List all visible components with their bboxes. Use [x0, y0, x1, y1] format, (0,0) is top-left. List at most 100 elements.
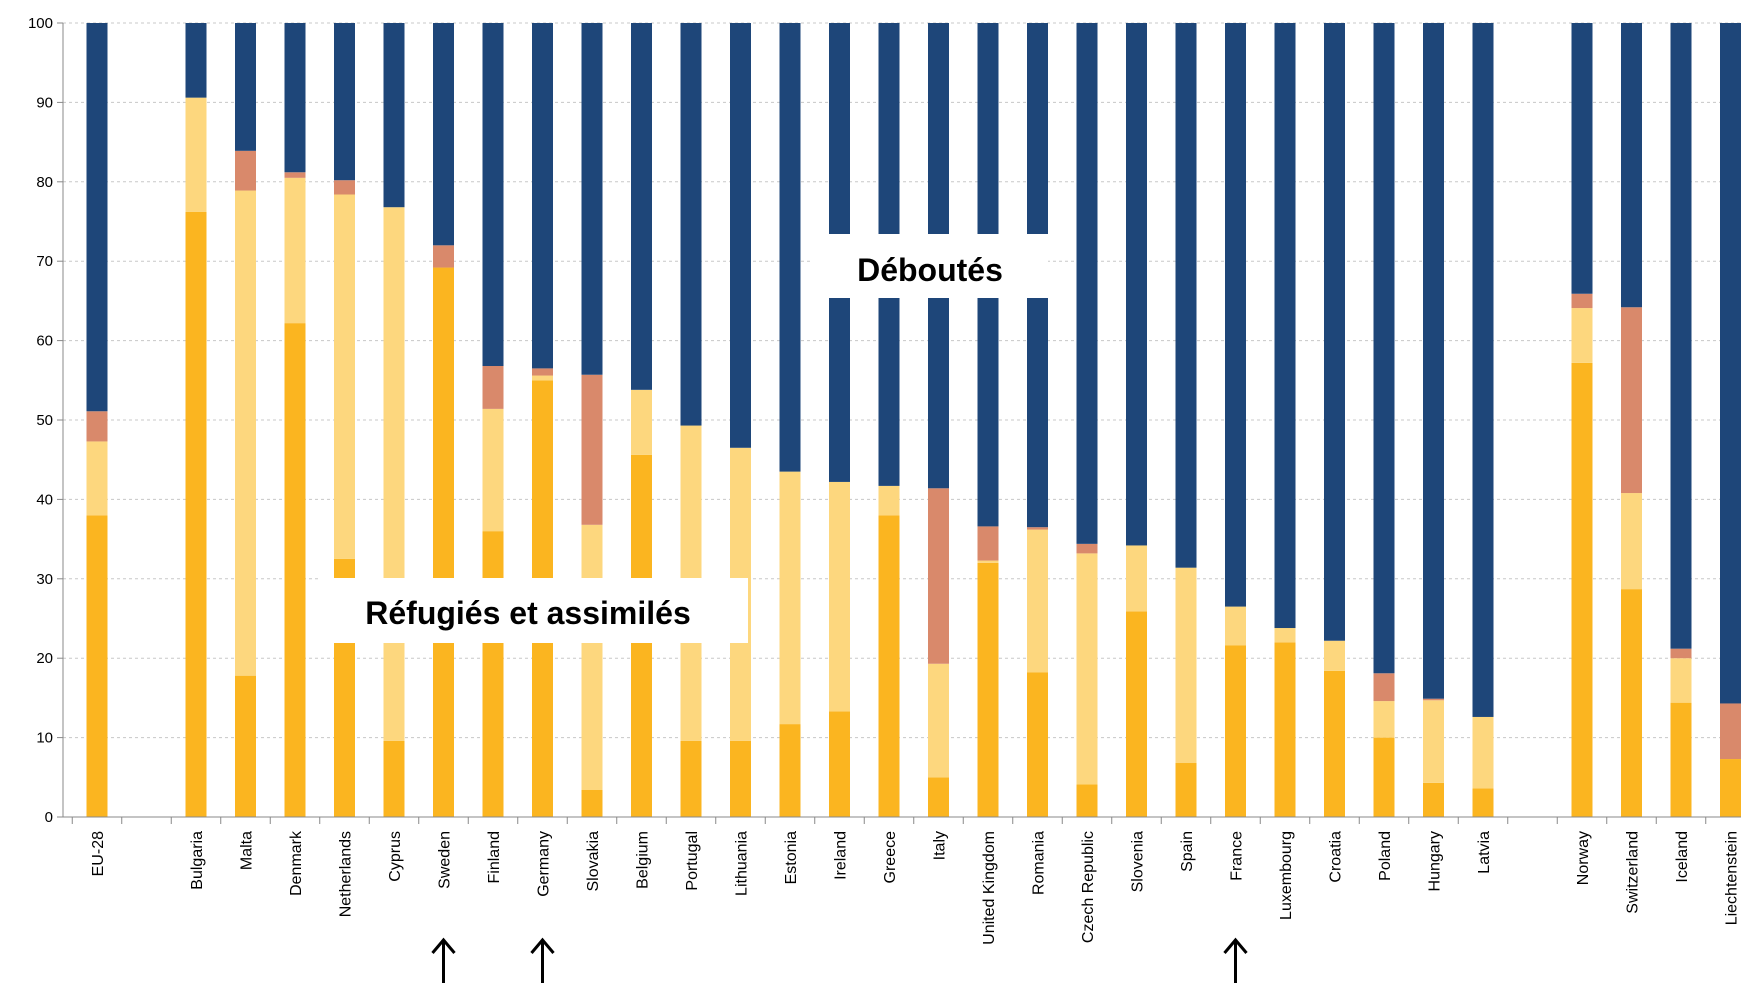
- y-tick-label: 20: [36, 650, 53, 667]
- bar-segment-s4-denmark: [285, 23, 306, 172]
- bar-segment-s3-switzerland: [1621, 307, 1642, 493]
- y-tick-label: 30: [36, 571, 53, 588]
- bar-segment-s4-lithuania: [730, 23, 751, 448]
- bar-segment-s1-malta: [235, 676, 256, 817]
- category-label-norway: Norway: [1575, 831, 1592, 885]
- bar-segment-s1-greece: [879, 515, 900, 817]
- bar-segment-s1-bulgaria: [186, 212, 207, 817]
- bar-segment-s1-cyprus: [384, 741, 405, 817]
- bar-segment-s1-lithuania: [730, 741, 751, 817]
- bar-segment-s4-bulgaria: [186, 23, 207, 98]
- bar-segment-s1-slovakia: [582, 790, 603, 817]
- bar-segment-s1-eu-28: [87, 515, 108, 817]
- category-label-belgium: Belgium: [635, 831, 652, 889]
- bar-segment-s1-sweden: [433, 268, 454, 817]
- bar-segment-s3-netherlands: [334, 180, 355, 194]
- bar-segment-s1-hungary: [1423, 783, 1444, 817]
- bar-segment-s2-slovakia: [582, 525, 603, 790]
- bar-segment-s1-czech-republic: [1077, 784, 1098, 817]
- bar-segment-s4-czech-republic: [1077, 23, 1098, 544]
- bar-segment-s1-united-kingdom: [978, 563, 999, 817]
- bar-segment-s1-poland: [1374, 738, 1395, 817]
- bar-segment-s3-sweden: [433, 245, 454, 267]
- category-label-ireland: Ireland: [833, 831, 850, 880]
- category-label-bulgaria: Bulgaria: [189, 831, 206, 890]
- category-label-liechtenstein: Liechtenstein: [1724, 831, 1741, 925]
- bar-segment-s4-malta: [235, 23, 256, 151]
- category-label-slovakia: Slovakia: [585, 831, 602, 892]
- category-label-cyprus: Cyprus: [387, 831, 404, 882]
- bar-segment-s2-germany: [532, 376, 553, 381]
- category-label-czech-republic: Czech Republic: [1080, 831, 1097, 943]
- category-label-poland: Poland: [1377, 831, 1394, 881]
- category-labels: EU-28 Bulgaria Malta Denmark Netherlands Cypr…: [90, 830, 1741, 945]
- y-tick-label: 0: [45, 809, 53, 826]
- bar-segment-s2-cyprus: [384, 207, 405, 741]
- bar-segment-s1-luxembourg: [1275, 642, 1296, 817]
- bar-segment-s2-poland: [1374, 701, 1395, 738]
- bar-segment-s1-slovenia: [1126, 611, 1147, 817]
- bar-segment-s1-norway: [1572, 363, 1593, 817]
- bar-segment-s4-slovakia: [582, 23, 603, 375]
- bar-segment-s2-united-kingdom: [978, 561, 999, 563]
- y-tick-label: 80: [36, 174, 53, 191]
- bar-segment-s3-united-kingdom: [978, 526, 999, 560]
- category-label-italy: Italy: [932, 831, 949, 860]
- bar-segment-s2-eu-28: [87, 441, 108, 515]
- bar-segment-s2-latvia: [1473, 717, 1494, 788]
- bar-segment-s4-poland: [1374, 23, 1395, 673]
- bar-segment-s4-belgium: [631, 23, 652, 390]
- category-label-united-kingdom: United Kingdom: [981, 831, 998, 945]
- bar-segment-s1-latvia: [1473, 788, 1494, 817]
- bar-segment-s1-finland: [483, 531, 504, 817]
- bar-segment-s2-spain: [1176, 568, 1197, 763]
- bar-segment-s4-switzerland: [1621, 23, 1642, 307]
- bar-segment-s2-romania: [1027, 530, 1048, 673]
- arrow-up-icon: [433, 940, 455, 983]
- category-label-portugal: Portugal: [684, 831, 701, 891]
- annotation-deboutes: Déboutés: [857, 252, 1003, 288]
- bar-segment-s1-croatia: [1324, 671, 1345, 817]
- bars: [87, 23, 1741, 817]
- bar-segment-s1-iceland: [1671, 703, 1692, 817]
- y-tick-label: 70: [36, 253, 53, 270]
- bar-segment-s4-cyprus: [384, 23, 405, 207]
- y-tick-label: 50: [36, 412, 53, 429]
- category-label-spain: Spain: [1179, 831, 1196, 872]
- bar-segment-s2-ireland: [829, 482, 850, 711]
- bar-segment-s1-ireland: [829, 711, 850, 817]
- category-label-hungary: Hungary: [1427, 831, 1444, 891]
- bar-segment-s1-liechtenstein: [1720, 759, 1741, 817]
- bar-segment-s2-denmark: [285, 178, 306, 323]
- bar-segment-s2-luxembourg: [1275, 628, 1296, 642]
- y-tick-label: 90: [36, 94, 53, 111]
- category-label-denmark: Denmark: [288, 830, 305, 896]
- bar-segment-s4-latvia: [1473, 23, 1494, 717]
- bar-segment-s1-estonia: [780, 724, 801, 817]
- bar-segment-s1-italy: [928, 777, 949, 817]
- arrows: [433, 940, 1247, 983]
- category-label-eu-28: EU-28: [90, 831, 107, 876]
- bar-segment-s4-netherlands: [334, 23, 355, 180]
- category-label-estonia: Estonia: [783, 831, 800, 884]
- bar-segment-s3-slovakia: [582, 375, 603, 525]
- bar-segment-s4-germany: [532, 23, 553, 368]
- bar-segment-s3-iceland: [1671, 649, 1692, 659]
- bar-segment-s4-finland: [483, 23, 504, 366]
- category-label-malta: Malta: [239, 831, 256, 870]
- category-label-finland: Finland: [486, 831, 503, 883]
- bar-segment-s2-iceland: [1671, 658, 1692, 702]
- bar-segment-s3-liechtenstein: [1720, 703, 1741, 759]
- bar-segment-s4-portugal: [681, 23, 702, 426]
- y-tick-label: 100: [28, 15, 53, 32]
- bar-segment-s4-luxembourg: [1275, 23, 1296, 628]
- bar-segment-s4-eu-28: [87, 23, 108, 411]
- bar-segment-s2-slovenia: [1126, 545, 1147, 611]
- category-label-france: France: [1229, 831, 1246, 881]
- bar-segment-s2-belgium: [631, 390, 652, 455]
- bar-segment-s1-france: [1225, 645, 1246, 817]
- category-label-netherlands: Netherlands: [338, 831, 355, 917]
- bar-segment-s2-netherlands: [334, 195, 355, 559]
